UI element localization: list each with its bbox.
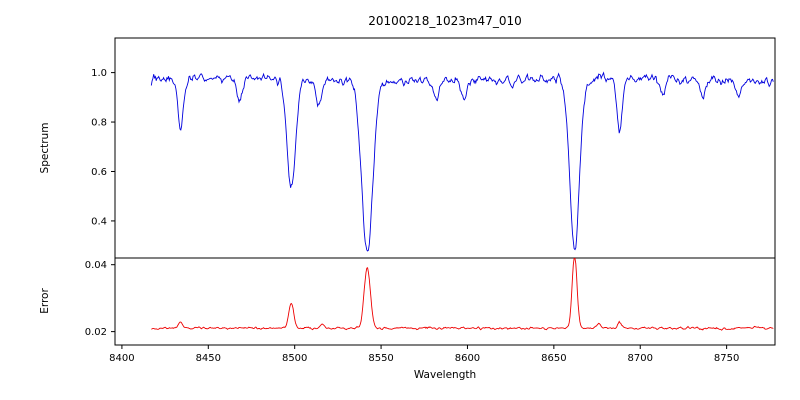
x-tick-label: 8700 — [628, 353, 653, 364]
x-tick-label: 8600 — [455, 353, 480, 364]
y-tick-label: 0.6 — [91, 167, 107, 178]
error-line — [151, 258, 774, 331]
y-tick-label: 0.4 — [91, 216, 107, 227]
chart-title: 20100218_1023m47_010 — [368, 14, 522, 28]
panel-border — [114, 37, 776, 259]
y-tick-label: 1.0 — [91, 68, 107, 79]
y-axis-label-spectrum: Spectrum — [39, 122, 51, 174]
x-tick-label: 8400 — [109, 353, 134, 364]
x-tick-label: 8650 — [541, 353, 566, 364]
y-tick-label: 0.02 — [85, 327, 107, 338]
x-axis-label: Wavelength — [413, 369, 477, 381]
x-tick-label: 8550 — [368, 353, 393, 364]
panel-border — [114, 257, 776, 346]
y-tick-label: 0.8 — [91, 118, 107, 129]
y-axis-label-error: Error — [39, 288, 51, 314]
y-tick-label: 0.04 — [85, 260, 107, 271]
x-tick-label: 8450 — [196, 353, 221, 364]
x-tick-label: 8500 — [282, 353, 307, 364]
spectrum-line — [150, 71, 774, 252]
x-tick-label: 8750 — [714, 353, 739, 364]
